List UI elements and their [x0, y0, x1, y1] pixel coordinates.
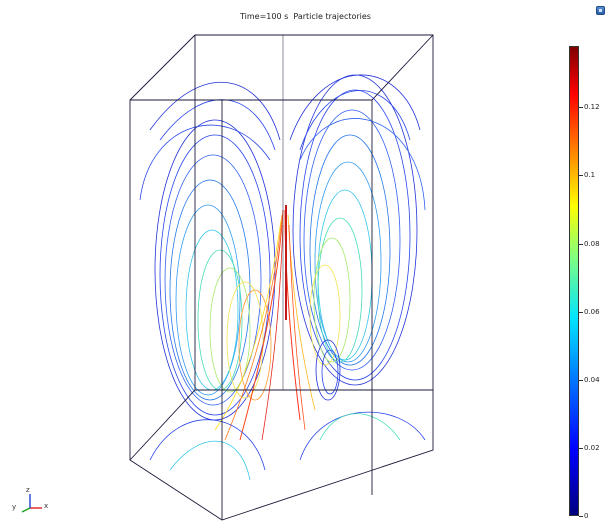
domain-box	[129, 34, 434, 521]
colorbar-tick-mark	[579, 107, 583, 109]
colorbar-tick-mark	[579, 311, 583, 313]
axis-y-label: y	[12, 503, 17, 511]
colorbar-tick-label: 0.04	[584, 375, 600, 384]
particle-trajectories	[139, 74, 426, 481]
colorbar-tick-label: 0.12	[584, 103, 600, 112]
axis-x-label: x	[44, 502, 49, 510]
axis-z-label: z	[26, 486, 30, 494]
colorbar-tick-label: 0.02	[584, 443, 600, 452]
axis-triad	[21, 494, 42, 513]
colorbar-tick-mark	[579, 243, 583, 245]
colorbar-tick-label: 0.06	[584, 307, 600, 316]
window-icon[interactable]	[596, 6, 605, 15]
colorbar	[569, 46, 579, 516]
colorbar-tick-label: 0.08	[584, 239, 600, 248]
colorbar-tick-label: 0	[584, 512, 589, 520]
colorbar-tick-label: 0.1	[584, 171, 596, 180]
colorbar-tick-mark	[579, 516, 583, 517]
plot-title: Time=100 s Particle trajectories	[240, 12, 371, 21]
colorbar-tick-mark	[579, 447, 583, 449]
colorbar-tick-mark	[579, 175, 583, 177]
colorbar-tick-mark	[579, 379, 583, 381]
